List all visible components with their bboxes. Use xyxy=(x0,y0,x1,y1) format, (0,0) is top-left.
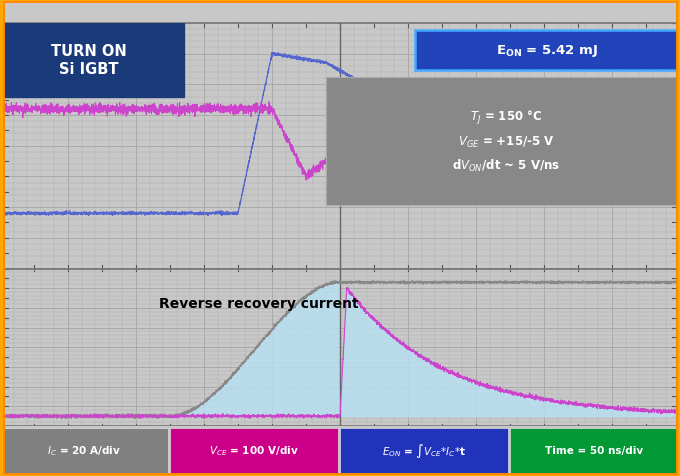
Text: $V_{CE}$ = 100 V/div: $V_{CE}$ = 100 V/div xyxy=(209,443,299,457)
Text: TURN ON
Si IGBT: TURN ON Si IGBT xyxy=(50,44,126,77)
Text: $T_J$ = 150 °C
$V_{GE}$ = +15/-5 V
d$V_{ON}$/dt ~ 5 V/ns: $T_J$ = 150 °C $V_{GE}$ = +15/-5 V d$V_{… xyxy=(452,109,561,174)
FancyBboxPatch shape xyxy=(0,24,184,98)
Text: $\mathbf{E_{ON}}$ = 5.42 mJ: $\mathbf{E_{ON}}$ = 5.42 mJ xyxy=(496,43,598,59)
Bar xyxy=(510,428,679,474)
Bar xyxy=(170,428,339,474)
Text: $I_C$ = 20 A/div: $I_C$ = 20 A/div xyxy=(47,443,121,457)
Text: $E_{ON}$ = $\int$$V_{CE}$$*$$I_C$$*$t: $E_{ON}$ = $\int$$V_{CE}$$*$$I_C$$*$t xyxy=(382,441,466,459)
Bar xyxy=(0,428,169,474)
Text: Reverse recovery current: Reverse recovery current xyxy=(158,297,358,310)
FancyBboxPatch shape xyxy=(326,78,680,205)
Text: Time = 50 ns/div: Time = 50 ns/div xyxy=(545,445,643,455)
Bar xyxy=(340,428,509,474)
FancyBboxPatch shape xyxy=(415,31,680,70)
